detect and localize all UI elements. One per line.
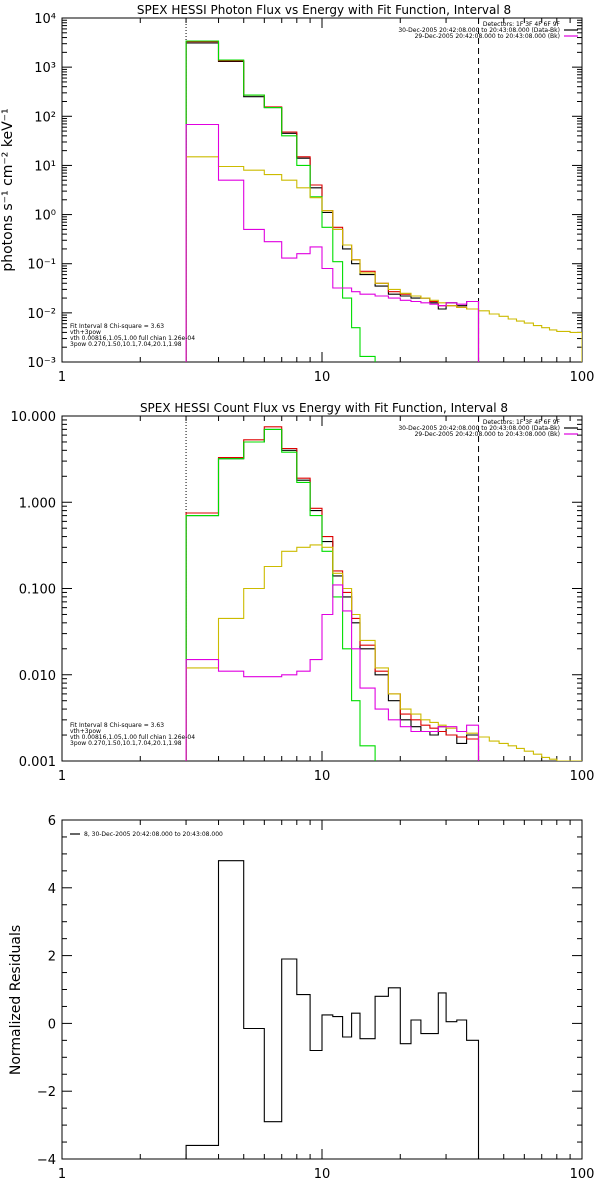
chart-title: SPEX HESSI Photon Flux vs Energy with Fi…: [137, 3, 511, 17]
legend-entry: 3pow 0.270,1.50,10.1,7.04,20.1,1.98: [70, 341, 182, 348]
series-group: [185, 426, 582, 761]
legend-entry: Fit Interval 8 Chi-square = 3.63: [70, 323, 164, 330]
x-tick-label: 100: [570, 1167, 595, 1182]
series-line: [185, 544, 582, 761]
series-group: [185, 860, 480, 1159]
y-tick-label: 10³: [34, 61, 56, 76]
y-tick-label: 0.010: [19, 669, 56, 684]
x-tick-label: 100: [570, 769, 595, 784]
residuals-panel: Normalized Residuals 1 10 100 −4 −2 0 2 4 6 8, 30…: [8, 814, 594, 1182]
y-tick-label: 10⁻³: [27, 356, 56, 371]
x-tick-label: 10: [314, 769, 331, 784]
x-tick-label: 10: [314, 1167, 331, 1182]
x-tick-label: 1: [58, 370, 66, 385]
y-axis-label: photons s⁻¹ cm⁻² keV⁻¹: [0, 108, 16, 271]
y-tick-label: −2: [37, 1085, 56, 1100]
legend-entry: Detectors: 1F 3F 4F 6F 9F: [483, 21, 561, 28]
y-tick-label: −4: [37, 1153, 56, 1168]
series-group: [185, 40, 582, 362]
y-tick-label: 6: [48, 814, 56, 829]
series-line: [185, 40, 376, 362]
residuals-plot-area: 1 10 100 −4 −2 0 2 4 6 8, 30-Dec-2005 20:42:08.00…: [37, 814, 595, 1182]
legend-entry: vth 0.00816,1.05,1.00 full chian 1.26e-0…: [70, 335, 195, 342]
legend-entry: Fit Interval 8 Chi-square = 3.63: [70, 722, 164, 729]
legend-entry: vth+3pow: [70, 728, 101, 735]
photon-flux-plot-area: 1 10 100 10⁻³ 10⁻² 10⁻¹ 10⁰ 10¹ 10² 10³ 10⁴ Detecto…: [27, 12, 594, 385]
y-tick-label: 10.000: [11, 410, 57, 425]
y-tick-label: 0.001: [19, 755, 56, 770]
y-tick-label: 1.000: [19, 496, 56, 511]
legend-entry: 29-Dec-2005 20:42:08.000 to 20:43:08.000…: [415, 431, 560, 438]
x-tick-label: 10: [314, 370, 331, 385]
series-line: [185, 860, 480, 1159]
x-tick-label: 1: [58, 769, 66, 784]
legend-entry: vth 0.00816,1.05,1.00 full chian 1.26e-0…: [70, 734, 195, 741]
series-line: [185, 156, 582, 362]
photon-flux-panel: SPEX HESSI Photon Flux vs Energy with Fi…: [0, 3, 594, 385]
y-tick-label: 2: [48, 950, 56, 965]
series-line: [185, 584, 480, 761]
y-tick-label: 10⁰: [34, 209, 56, 224]
x-tick-label: 100: [570, 370, 595, 385]
count-flux-panel: SPEX HESSI Count Flux vs Energy with Fit…: [11, 401, 595, 784]
legend-entry: 8, 30-Dec-2005 20:42:08.000 to 20:43:08.…: [84, 831, 223, 838]
y-tick-label: 10⁻²: [27, 307, 56, 322]
x-tick-label: 1: [58, 1167, 66, 1182]
legend-entry: 29-Dec-2005 20:42:08.000 to 20:43:08.000…: [415, 33, 560, 40]
y-tick-label: 10¹: [34, 159, 56, 174]
chart-title: SPEX HESSI Count Flux vs Energy with Fit…: [140, 401, 508, 415]
series-line: [185, 123, 480, 362]
y-tick-label: 10²: [34, 110, 56, 125]
y-axis-label: Normalized Residuals: [8, 925, 24, 1075]
y-tick-label: 10⁻¹: [27, 258, 56, 273]
y-tick-label: 10⁴: [34, 12, 56, 27]
legend-entry: Detectors: 1F 3F 4F 6F 9F: [483, 419, 561, 426]
legend-entry: 30-Dec-2005 20:42:08.000 to 20:43:08.000…: [398, 27, 560, 34]
legend-entry: 3pow 0.270,1.50,10.1,7.04,20.1,1.98: [70, 740, 182, 747]
y-tick-label: 0.100: [19, 583, 56, 598]
legend-entry: vth+3pow: [70, 329, 101, 336]
count-flux-plot-area: 1 10 100 0.001 0.010 0.100 1.000 10.000 Detector…: [11, 410, 595, 784]
y-tick-label: 0: [48, 1017, 56, 1032]
legend-entry: 30-Dec-2005 20:42:08.000 to 20:43:08.000…: [398, 425, 560, 432]
y-tick-label: 4: [48, 882, 56, 897]
